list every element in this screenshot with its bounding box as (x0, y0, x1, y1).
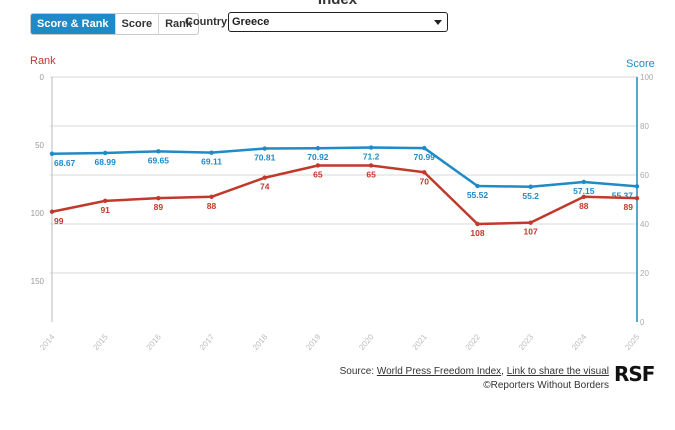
score-tick-label: 40 (640, 220, 649, 229)
x-tick-label: 2016 (145, 332, 164, 352)
score-point (156, 149, 161, 154)
score-data-label: 70.99 (414, 152, 436, 162)
rank-point (262, 175, 267, 180)
tab-score[interactable]: Score (114, 14, 159, 34)
x-tick-label: 2021 (410, 332, 429, 352)
score-axis-title: Score (626, 58, 655, 70)
score-data-label: 71.2 (363, 152, 380, 162)
score-data-label: 69.65 (148, 155, 170, 165)
rank-data-label: 99 (54, 216, 64, 226)
rsf-logo: RSF (614, 362, 655, 386)
rank-data-label: 65 (366, 169, 376, 179)
rank-point (156, 195, 161, 201)
score-point (528, 184, 533, 189)
score-point (368, 145, 374, 150)
rank-point (422, 170, 427, 175)
rank-point (49, 209, 55, 214)
x-tick-label: 2025 (623, 332, 642, 352)
chevron-down-icon (434, 20, 442, 25)
score-data-label: 70.81 (254, 153, 276, 163)
score-point (315, 146, 321, 151)
rank-point (528, 220, 533, 225)
x-tick-label: 2015 (91, 332, 110, 352)
rank-tick-label: 50 (35, 141, 44, 150)
rank-tick-label: 100 (31, 209, 45, 218)
source-prefix: Source: (339, 366, 377, 377)
score-tick-label: 80 (640, 122, 649, 131)
x-tick-label: 2024 (570, 332, 589, 352)
rank-point (209, 194, 214, 199)
score-data-label: 68.99 (95, 157, 117, 167)
rank-point (634, 195, 640, 201)
x-tick-label: 2020 (357, 332, 376, 352)
rank-data-label: 65 (313, 169, 323, 179)
country-select[interactable]: Greece (228, 12, 448, 32)
score-data-label: 68.67 (54, 158, 76, 168)
rank-point (102, 198, 108, 204)
score-point (581, 179, 587, 185)
chart-title: Index (0, 0, 675, 8)
x-tick-label: 2022 (464, 332, 483, 352)
x-tick-label: 2017 (198, 332, 217, 352)
rank-point (368, 163, 374, 168)
rank-data-label: 91 (100, 205, 110, 215)
score-series-line (51, 146, 638, 189)
rank-data-label: 88 (207, 201, 217, 211)
x-tick-label: 2019 (304, 332, 323, 352)
x-tick-label: 2018 (251, 332, 270, 352)
rank-data-label: 108 (470, 228, 484, 238)
score-tick-label: 20 (640, 269, 649, 278)
score-data-label: 55.52 (467, 190, 489, 200)
copyright-text: ©Reporters Without Borders (483, 380, 609, 391)
score-point (49, 151, 55, 156)
rank-tick-label: 150 (31, 277, 45, 286)
x-tick-label: 2023 (517, 332, 536, 352)
tab-rank[interactable]: Rank (158, 14, 198, 34)
score-point (422, 145, 427, 151)
rank-data-label: 74 (260, 182, 270, 192)
rank-data-label: 89 (154, 202, 164, 212)
view-toggle: Score & Rank Score Rank (30, 13, 200, 35)
score-point (262, 146, 267, 151)
score-tick-label: 0 (640, 318, 645, 327)
rank-point (315, 163, 321, 168)
country-label: Country (185, 16, 228, 28)
source-link[interactable]: World Press Freedom Index (376, 366, 502, 377)
tab-score-rank[interactable]: Score & Rank (31, 14, 115, 34)
rank-data-label: 89 (624, 202, 634, 212)
rank-series-line (51, 164, 638, 226)
x-tick-label: 2014 (38, 332, 57, 352)
score-data-label: 69.11 (201, 157, 222, 167)
score-point (102, 150, 108, 156)
rank-axis-title: Rank (30, 55, 56, 67)
score-data-label: 57.15 (573, 186, 595, 196)
score-data-label: 55.37 (612, 190, 634, 200)
rank-tick-label: 0 (40, 73, 45, 82)
chart-footer: Source: World Press Freedom Index, Link … (340, 365, 609, 393)
chart-area: 0 20 40 60 80 100 0 50 100 150 2014 2015 2016 2017 201… (31, 73, 654, 352)
rank-data-label: 107 (524, 227, 538, 237)
share-link[interactable]: Link to share the visual (506, 366, 609, 377)
rank-data-label: 88 (579, 201, 589, 211)
score-data-label: 70.92 (307, 152, 329, 162)
score-tick-label: 60 (640, 171, 649, 180)
rank-data-label: 70 (420, 176, 430, 186)
score-point (209, 150, 214, 155)
score-point (475, 183, 480, 189)
rank-point (475, 221, 480, 227)
rank-point (581, 194, 587, 199)
country-value: Greece (232, 16, 270, 28)
score-tick-label: 100 (640, 73, 654, 82)
source-separator: , (501, 366, 507, 377)
score-point (634, 184, 640, 189)
score-data-label: 55.2 (522, 191, 539, 201)
